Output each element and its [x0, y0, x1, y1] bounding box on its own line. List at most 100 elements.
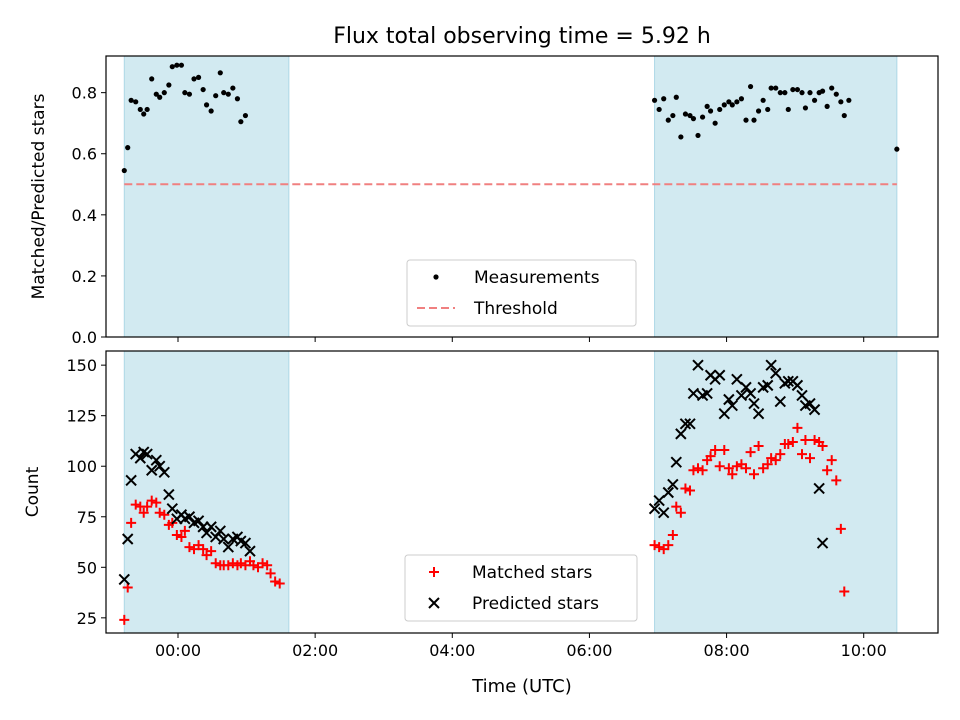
- measurement-point: [687, 112, 693, 119]
- predicted-star-point: [662, 486, 674, 499]
- y-tick-label: 125: [66, 407, 97, 426]
- measurement-point: [894, 146, 900, 152]
- top-panel: 0.0 0.2 0.4 0.6 0.8 Matched/Predicted stars Me…: [29, 55, 939, 347]
- measurement-point: [751, 117, 757, 123]
- predicted-star-point: [782, 375, 794, 388]
- measurement-point: [125, 145, 131, 151]
- predicted-star-point: [744, 387, 757, 400]
- matched-star-point: [705, 451, 716, 462]
- predicted-star-point: [752, 407, 765, 420]
- predicted-star-point: [653, 494, 665, 507]
- measurement-point: [191, 76, 197, 82]
- y-tick-label: 50: [77, 558, 97, 577]
- predicted-star-point: [714, 369, 726, 381]
- matched-star-point: [130, 499, 141, 510]
- x-tick-label: 00:00: [155, 641, 201, 660]
- observing-window-band: [123, 55, 290, 338]
- measurement-point: [238, 119, 244, 125]
- y-axis-label: Matched/Predicted stars: [29, 93, 49, 299]
- measurement-point: [704, 103, 710, 109]
- matched-star-point: [235, 558, 246, 569]
- matched-star-point: [805, 453, 815, 464]
- matched-star-point: [146, 495, 157, 506]
- bottom-panel: 25 50 75 100 125 150 00:00 02:00 04:00 06:00 08:00…: [23, 350, 939, 660]
- matched-star-point: [171, 529, 182, 540]
- y-tick-label: 0.2: [72, 267, 97, 286]
- measurement-point: [841, 112, 847, 119]
- y-tick-label: 150: [66, 356, 97, 375]
- legend-predicted-marker: [428, 597, 440, 609]
- predicted-star-point: [723, 393, 735, 406]
- predicted-star-point: [146, 464, 158, 476]
- matched-star-point: [762, 459, 773, 470]
- matched-star-point: [792, 422, 803, 433]
- y-tick-label: 0.0: [72, 328, 97, 347]
- y-tick-label: 0.4: [72, 206, 97, 225]
- predicted-star-point: [154, 460, 166, 472]
- measurement-point: [773, 85, 779, 91]
- measurement-point: [790, 86, 796, 93]
- x-tick-label: 08:00: [704, 641, 750, 660]
- measurement-point: [785, 106, 791, 113]
- matched-star-point: [797, 449, 807, 460]
- y-tick-label: 75: [77, 508, 97, 527]
- legend-label: Threshold: [473, 299, 558, 319]
- matched-star-point: [753, 441, 764, 452]
- matched-star-point: [839, 586, 850, 597]
- x-tick-label: 02:00: [292, 641, 338, 660]
- predicted-star-point: [158, 466, 170, 478]
- predicted-star-point: [667, 478, 679, 491]
- x-tick-label: 10:00: [841, 641, 887, 660]
- predicted-star-point: [684, 418, 696, 430]
- legend-label: Measurements: [474, 268, 600, 288]
- matched-star-point: [159, 509, 170, 520]
- matched-star-point: [766, 453, 777, 464]
- measurement-point: [661, 96, 667, 102]
- measurement-point: [747, 83, 754, 90]
- legend-label: Matched stars: [472, 563, 592, 583]
- legend-matched-marker: [429, 567, 439, 577]
- measurement-point: [200, 86, 206, 93]
- measurement-point: [213, 93, 219, 99]
- predicted-star-point: [679, 418, 692, 430]
- measurement-point: [690, 116, 697, 122]
- measurement-point: [699, 114, 706, 120]
- matched-star-point: [697, 465, 708, 476]
- measurement-point: [178, 62, 185, 68]
- measurement-point: [768, 85, 774, 91]
- observing-window-band: [654, 55, 898, 338]
- predicted-star-point: [244, 545, 256, 557]
- measurement-point: [811, 97, 818, 103]
- predicted-star-point: [762, 379, 774, 392]
- measurement-point: [670, 112, 676, 119]
- measurement-point: [707, 108, 714, 114]
- measurement-point: [838, 99, 844, 105]
- matched-star-point: [787, 436, 798, 447]
- matched-star-point: [126, 517, 137, 528]
- predicted-star-point: [692, 359, 704, 371]
- matched-star-point: [770, 455, 781, 466]
- measurement-point: [203, 102, 210, 108]
- y-tick-label: 100: [66, 457, 97, 476]
- measurement-point: [729, 102, 735, 108]
- predicted-star-point: [774, 395, 786, 408]
- x-axis-label: Time (UTC): [471, 676, 572, 697]
- axes-frame: [105, 350, 939, 634]
- matched-star-point: [800, 434, 811, 445]
- matched-star-point: [151, 497, 162, 508]
- legend-box: [406, 259, 637, 327]
- measurement-point: [144, 106, 150, 113]
- measurement-point: [807, 90, 813, 96]
- matched-star-point: [775, 449, 786, 460]
- matched-star-point: [119, 614, 130, 625]
- measurement-point: [833, 91, 839, 97]
- matched-star-point: [723, 463, 734, 474]
- matched-star-point: [257, 558, 268, 569]
- measurement-point: [651, 97, 658, 103]
- predicted-star-point: [816, 537, 829, 549]
- matched-star-point: [714, 461, 725, 472]
- matched-star-point: [719, 445, 730, 456]
- predicted-star-point: [765, 359, 777, 371]
- measurement-point: [128, 97, 134, 103]
